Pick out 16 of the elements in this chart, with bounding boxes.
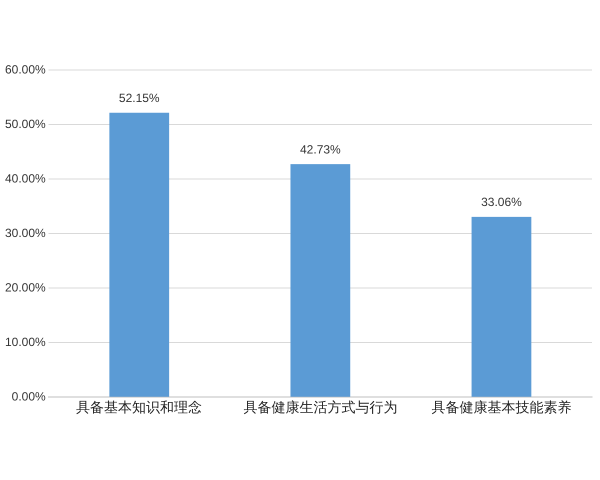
x-tick-label: 具备健康基本技能素养 [431, 400, 572, 416]
data-label: 52.15% [118, 91, 160, 106]
x-tick-label: 具备健康生活方式与行为 [243, 400, 398, 416]
x-tick-label: 具备基本知识和理念 [76, 400, 202, 416]
y-tick-label: 60.00% [4, 62, 46, 76]
data-label: 33.06% [481, 195, 522, 210]
bar [472, 216, 532, 397]
y-tick-label: 0.00% [12, 390, 46, 404]
bar [290, 164, 350, 397]
data-label: 42.73% [300, 142, 342, 156]
y-tick-label: 50.00% [4, 116, 46, 131]
y-tick-label: 20.00% [4, 280, 46, 294]
bar [109, 112, 170, 397]
y-tick-label: 10.00% [4, 334, 46, 349]
y-tick-label: 30.00% [4, 226, 46, 240]
y-tick-label: 40.00% [4, 171, 46, 186]
